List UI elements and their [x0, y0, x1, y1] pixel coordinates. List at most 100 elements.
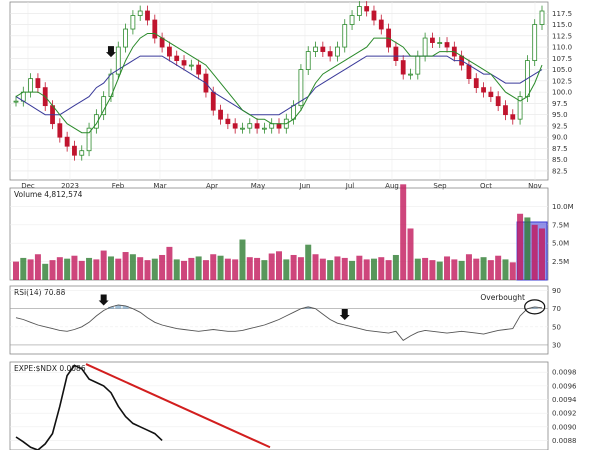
ratio-y-tick: 0.0098 — [552, 369, 577, 377]
price-y-tick: 85.0 — [552, 156, 568, 164]
price-y-tick: 82.5 — [552, 167, 568, 175]
candle-body — [225, 118, 231, 125]
candle-body — [503, 105, 508, 116]
overbought-label: Overbought — [480, 293, 525, 302]
volume-bar — [195, 256, 202, 280]
price-y-tick: 105.0 — [552, 66, 572, 74]
volume-bar — [232, 259, 239, 280]
volume-y-tick: 7.5M — [552, 221, 569, 229]
volume-bar — [159, 254, 166, 280]
rsi-overbought-fill — [531, 306, 538, 309]
candle-body — [35, 78, 41, 89]
x-tick-label: Nov — [528, 182, 542, 190]
candle-body — [115, 46, 121, 75]
candle-body — [152, 19, 158, 39]
candle-body — [510, 114, 516, 120]
volume-bar — [422, 257, 429, 280]
ratio-trendline — [85, 363, 271, 449]
price-y-tick: 100.0 — [552, 89, 572, 97]
price-y-tick: 97.5 — [552, 100, 568, 108]
candle-body — [422, 37, 428, 57]
ratio-y-tick: 0.0088 — [552, 437, 577, 445]
volume-bar — [217, 255, 224, 280]
candle-body — [57, 123, 63, 138]
sma-slow-line — [15, 55, 543, 116]
x-tick-label: Apr — [206, 182, 218, 190]
volume-bar — [71, 255, 78, 280]
rsi-y-tick: 30 — [552, 341, 561, 349]
panel-frame-price — [9, 1, 549, 181]
rsi-arrow-marker — [339, 308, 350, 320]
price-y-tick: 87.5 — [552, 145, 568, 153]
volume-bar — [34, 254, 41, 280]
volume-y-tick: 10.0M — [552, 203, 574, 211]
volume-bar — [517, 213, 524, 280]
sma-fast-line — [15, 33, 543, 134]
volume-bar — [524, 217, 531, 280]
volume-bar — [407, 228, 414, 280]
candle-body — [247, 123, 253, 129]
candle-body — [254, 123, 260, 129]
candle-body — [378, 19, 384, 30]
overbought-circle-annotation — [524, 299, 546, 315]
candle-body — [371, 10, 377, 21]
volume-bar — [495, 255, 502, 280]
candle-body — [517, 96, 523, 120]
candle-body — [305, 51, 311, 70]
ratio-label: EXPE:$NDX 0.0086 — [14, 364, 86, 373]
x-tick-label: Oct — [480, 182, 492, 190]
panel-frame-ratio — [9, 361, 549, 451]
price-y-tick: 110.0 — [552, 44, 572, 52]
volume-bar — [202, 260, 209, 280]
candle-body — [181, 60, 187, 66]
volume-bar — [465, 254, 472, 280]
rsi-overbought-fill — [305, 306, 312, 309]
volume-bar — [297, 257, 304, 280]
x-tick-label: Dec — [21, 182, 35, 190]
candle-body — [473, 78, 479, 89]
candle-body — [137, 10, 143, 16]
volume-bar — [20, 257, 27, 280]
price-y-tick: 115.0 — [552, 21, 572, 29]
volume-bar — [49, 260, 56, 280]
candle-body — [123, 28, 128, 48]
candle-body — [349, 15, 355, 25]
candle-body — [196, 64, 202, 75]
volume-bar — [327, 260, 334, 280]
candle-body — [393, 46, 399, 61]
rsi-y-tick: 90 — [552, 287, 561, 295]
volume-bar — [64, 258, 71, 280]
volume-y-tick: 2.5M — [552, 258, 569, 266]
volume-bar — [93, 259, 100, 280]
candle-body — [327, 51, 333, 57]
volume-bar — [254, 257, 261, 280]
volume-bar — [276, 251, 282, 280]
rsi-overbought-fill — [107, 306, 114, 309]
volume-bar — [246, 257, 253, 280]
candle-body — [437, 42, 443, 44]
candle-body — [313, 46, 318, 52]
price-y-tick: 90.0 — [552, 134, 568, 142]
x-tick-label: Jun — [299, 182, 311, 190]
volume-bar — [502, 259, 509, 280]
candle-body — [532, 24, 538, 61]
volume-bar — [473, 258, 480, 280]
price-y-tick: 117.5 — [552, 10, 572, 18]
x-tick-label: Jul — [345, 182, 355, 190]
volume-bar — [334, 256, 341, 280]
volume-bar — [480, 257, 487, 280]
price-y-tick: 95.0 — [552, 111, 568, 119]
volume-bar — [436, 261, 443, 280]
candle-body — [261, 127, 267, 130]
candle-body — [130, 15, 136, 30]
volume-bar — [290, 254, 297, 280]
candle-body — [356, 6, 362, 16]
candle-body — [335, 46, 340, 57]
volume-label: Volume 4,812,574 — [14, 190, 83, 199]
candle-body — [320, 46, 326, 52]
volume-bar — [356, 255, 363, 280]
volume-bar — [151, 258, 158, 280]
volume-bar — [78, 260, 85, 280]
volume-bar — [444, 256, 451, 280]
